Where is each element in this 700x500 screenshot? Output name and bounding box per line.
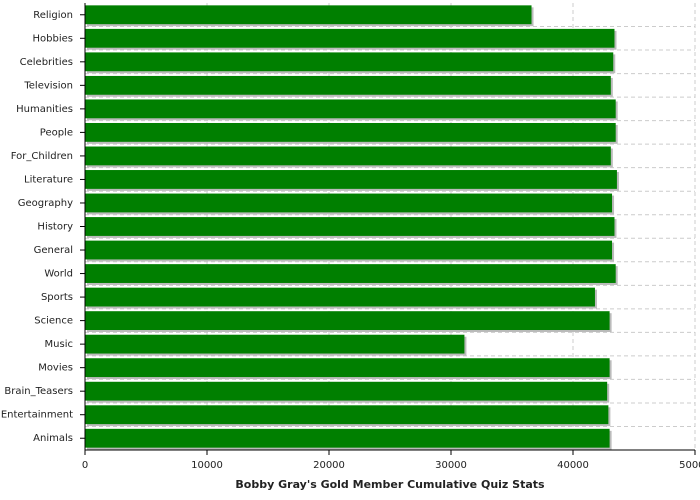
x-tick-label: 10000 [191, 460, 223, 471]
bar [85, 264, 616, 283]
y-tick-label: World [44, 269, 73, 280]
bar [85, 122, 616, 142]
bar [85, 217, 615, 236]
bar [85, 428, 610, 448]
bar [85, 334, 465, 354]
chart-title: Bobby Gray's Gold Member Cumulative Quiz… [235, 478, 545, 491]
bar [85, 28, 615, 48]
bar [85, 405, 609, 425]
x-tick-label: 40000 [557, 460, 589, 471]
y-tick-label: Music [45, 339, 73, 350]
y-tick-label: Entertainment [1, 410, 73, 421]
y-tick-label: History [37, 222, 73, 233]
x-tick-label: 30000 [435, 460, 467, 471]
bar [85, 5, 532, 25]
y-tick-label: Sports [41, 292, 73, 303]
y-tick-label: People [40, 127, 73, 138]
x-tick-label: 0 [82, 460, 88, 471]
bar [85, 287, 595, 307]
y-tick-label: Science [34, 316, 73, 327]
bar [85, 381, 608, 401]
y-tick-label: Television [23, 80, 73, 91]
y-tick-label: Literature [24, 174, 73, 185]
bar [85, 193, 613, 213]
bar [85, 311, 610, 331]
y-tick-label: Humanities [16, 104, 73, 115]
bar [85, 170, 617, 189]
y-tick-label: Religion [33, 10, 73, 21]
bar [85, 358, 610, 378]
bar [85, 52, 614, 72]
y-tick-label: General [34, 245, 73, 256]
y-tick-label: Animals [33, 433, 73, 444]
y-tick-label: Movies [38, 363, 73, 374]
y-tick-label: Geography [18, 198, 73, 209]
x-tick-label: 20000 [313, 460, 345, 471]
bar [85, 240, 613, 260]
y-tick-label: Hobbies [33, 33, 73, 44]
y-tick-label: Brain_Teasers [4, 386, 73, 397]
bar [85, 75, 611, 95]
bar [85, 146, 611, 166]
y-tick-label: For_Children [11, 151, 73, 162]
x-tick-label: 50000 [679, 460, 700, 471]
bar [85, 99, 616, 119]
y-tick-label: Celebrities [20, 57, 73, 68]
